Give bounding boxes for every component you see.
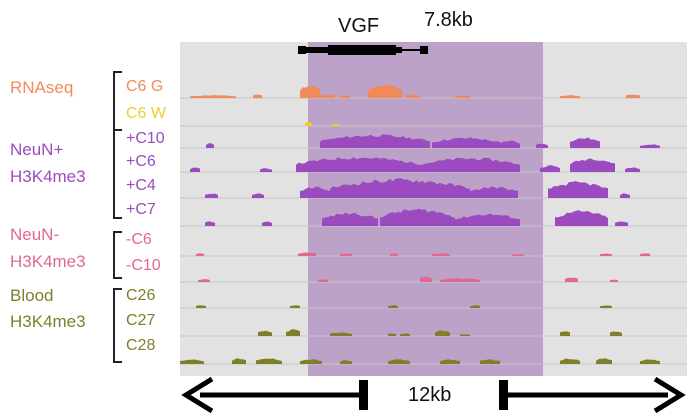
track-label: +C10 <box>126 130 165 147</box>
track-signal <box>196 305 612 308</box>
track-signal <box>198 276 618 282</box>
group-label: Blood <box>10 286 54 305</box>
track-signal <box>206 134 660 148</box>
group-label: NeuN- <box>10 225 60 244</box>
track-signal <box>205 178 630 198</box>
track-label: -C10 <box>126 257 161 274</box>
track-signal <box>190 84 640 98</box>
gene-highlight-region <box>308 42 543 376</box>
scale-bar-right-arrowhead <box>653 376 686 413</box>
gene-name: VGF <box>338 15 380 37</box>
group-bracket <box>113 71 122 131</box>
track-label: C28 <box>126 337 156 354</box>
group-label: H3K4me3 <box>10 167 86 186</box>
track-label: C26 <box>126 287 156 304</box>
scale-bar-right-tick <box>499 380 508 410</box>
track-label: C27 <box>126 312 156 329</box>
track-signal <box>180 358 660 364</box>
scale-bar-label: 12kb <box>408 384 452 406</box>
gene-utr <box>396 47 402 53</box>
group-bracket <box>113 288 122 363</box>
track-label: +C4 <box>126 177 156 194</box>
group-bracket <box>113 129 122 219</box>
gene-utr <box>306 47 328 53</box>
track-label: +C6 <box>126 153 156 170</box>
scale-bar-left-arrowhead <box>181 376 214 413</box>
track-signal <box>258 329 622 336</box>
group-label: H3K4me3 <box>10 312 86 331</box>
track-label: +C7 <box>126 201 156 218</box>
track-signal <box>196 252 650 256</box>
track-signal <box>205 208 628 226</box>
gene-exon <box>420 46 428 54</box>
group-label: H3K4me3 <box>10 252 86 271</box>
gene-length-label: 7.8kb <box>424 9 473 31</box>
group-bracket <box>113 231 122 279</box>
track-signal <box>190 157 640 172</box>
track-label: C6 G <box>126 78 164 95</box>
scale-bar-left-tick <box>359 380 368 410</box>
group-label: NeuN+ <box>10 140 64 159</box>
group-label: RNAseq <box>10 78 74 97</box>
track-label: C6 W <box>126 105 166 122</box>
track-signal <box>305 122 340 126</box>
gene-coding-exon <box>328 45 396 55</box>
track-label: -C6 <box>126 231 152 248</box>
gene-exon <box>298 46 306 54</box>
